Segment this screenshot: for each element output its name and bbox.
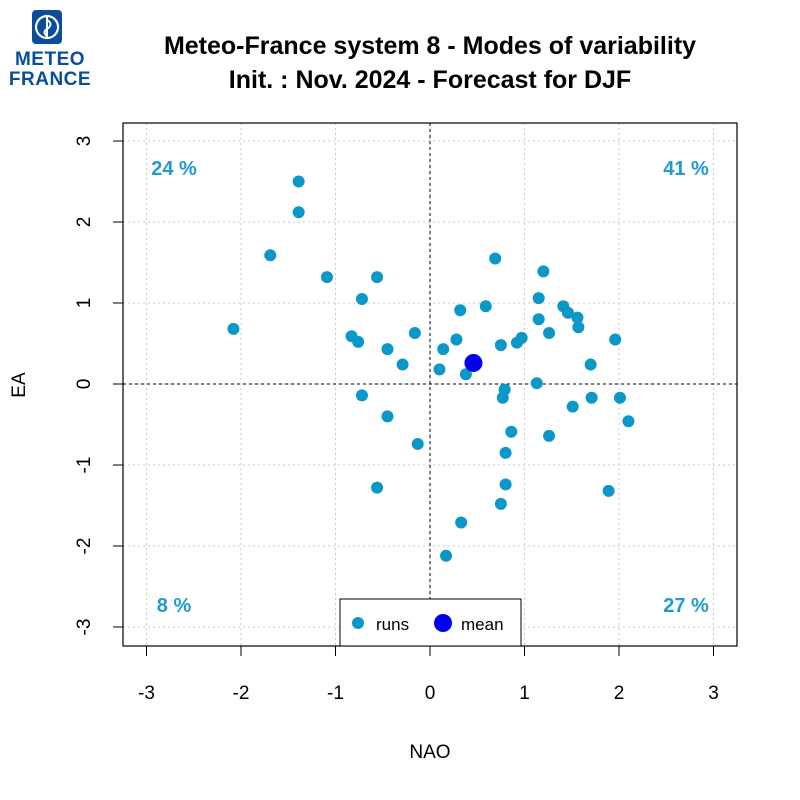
y-tick-label: 2 (74, 217, 95, 228)
legend-mean-marker (434, 614, 452, 632)
run-point (572, 321, 585, 334)
run-point (227, 322, 240, 335)
run-point (352, 335, 365, 348)
legend-box (339, 598, 522, 647)
x-tick-label: 2 (614, 683, 625, 704)
data-points (227, 175, 635, 562)
chart-subtitle: Init. : Nov. 2024 - Forecast for DJF (229, 66, 631, 94)
y-tick-label: -2 (74, 538, 95, 555)
run-point (292, 206, 305, 219)
quadrant-bottom-left-percent: 8 % (157, 595, 192, 617)
logo-text-meteo: METEO (14, 49, 86, 70)
run-point (494, 339, 507, 352)
x-axis: -3 -2 -1 0 1 2 3 (138, 645, 719, 704)
y-tick-label: 0 (74, 379, 95, 390)
run-point (498, 383, 511, 396)
zero-lines (123, 123, 737, 646)
run-point (530, 377, 543, 390)
quadrant-bottom-right-percent: 27 % (663, 595, 709, 617)
y-axis-label: EA (9, 372, 30, 398)
x-tick-label: -3 (138, 683, 155, 704)
legend: runs mean (339, 598, 522, 647)
legend-runs-marker (352, 617, 364, 629)
y-tick-label: 1 (74, 298, 95, 309)
quadrant-top-left-percent: 24 % (151, 158, 197, 180)
run-point (499, 446, 512, 459)
x-tick-label: -2 (233, 683, 250, 704)
logo-text-france: FRANCE (8, 69, 92, 90)
run-point (292, 175, 305, 188)
run-point (584, 358, 597, 371)
run-point (494, 497, 507, 510)
run-point (381, 343, 394, 356)
meteo-france-emblem-icon (32, 10, 62, 44)
run-point (585, 391, 598, 404)
x-tick-label: 3 (708, 683, 719, 704)
run-point (264, 249, 277, 262)
y-axis: -3 -2 -1 0 1 2 3 (74, 136, 124, 636)
run-point (320, 271, 333, 284)
run-point (515, 331, 528, 344)
run-point (543, 429, 556, 442)
run-point (396, 358, 409, 371)
legend-runs-label: runs (376, 615, 409, 634)
run-point (433, 363, 446, 376)
x-tick-label: 1 (519, 683, 530, 704)
run-point (566, 400, 579, 413)
x-tick-label: 0 (425, 683, 436, 704)
run-point (440, 549, 453, 562)
run-point (602, 484, 615, 497)
run-point (459, 368, 472, 381)
run-point (371, 271, 384, 284)
legend-mean-label: mean (461, 615, 504, 634)
run-point (532, 313, 545, 326)
y-tick-label: 3 (74, 136, 95, 147)
run-point (499, 478, 512, 491)
mean-point (464, 353, 483, 372)
run-point (437, 343, 450, 356)
run-point (543, 326, 556, 339)
run-point (505, 425, 518, 438)
run-point (355, 389, 368, 402)
run-point (613, 391, 626, 404)
run-point (455, 516, 468, 529)
meteo-france-logo: METEO FRANCE (8, 10, 92, 92)
run-point (408, 326, 421, 339)
y-tick-label: -1 (74, 457, 95, 474)
chart-title: Meteo-France system 8 - Modes of variabi… (164, 32, 696, 60)
run-point (381, 410, 394, 423)
run-point (571, 311, 584, 324)
run-point (355, 292, 368, 305)
run-point (609, 333, 622, 346)
run-point (622, 415, 635, 428)
run-point (489, 252, 502, 265)
x-tick-label: -1 (327, 683, 344, 704)
x-axis-label: NAO (409, 742, 450, 763)
run-point (537, 265, 550, 278)
y-tick-label: -3 (74, 619, 95, 636)
run-point (450, 333, 463, 346)
run-point (371, 481, 384, 494)
run-point (411, 437, 424, 450)
run-point (454, 304, 467, 317)
quadrant-top-right-percent: 41 % (663, 158, 709, 180)
run-point (479, 300, 492, 313)
run-point (561, 306, 574, 319)
run-point (532, 292, 545, 305)
